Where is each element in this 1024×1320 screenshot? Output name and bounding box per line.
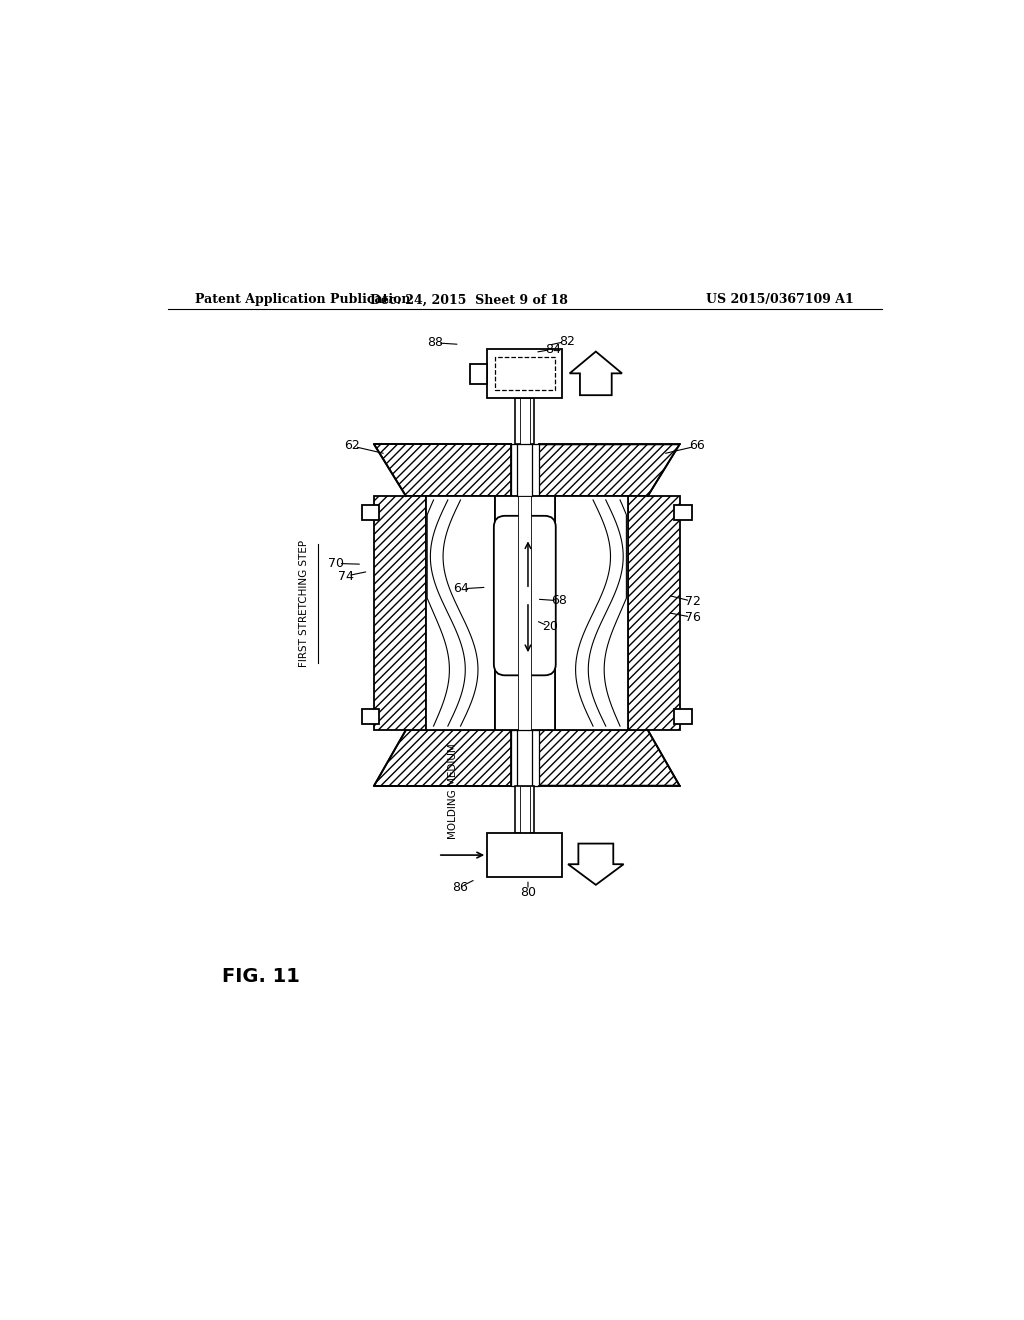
Bar bbox=[361, 709, 379, 723]
Text: MOLDING MEDIUM: MOLDING MEDIUM bbox=[447, 743, 458, 840]
Polygon shape bbox=[539, 445, 680, 496]
Polygon shape bbox=[374, 445, 511, 496]
Text: 62: 62 bbox=[344, 440, 359, 453]
Text: 84: 84 bbox=[546, 343, 561, 355]
Bar bbox=[495, 496, 555, 730]
Bar bbox=[675, 506, 692, 520]
Bar bbox=[487, 350, 562, 399]
Bar bbox=[628, 496, 680, 730]
Text: 72: 72 bbox=[685, 595, 701, 609]
Bar bbox=[517, 445, 532, 496]
Bar bbox=[675, 709, 692, 723]
Bar bbox=[495, 358, 555, 391]
Bar bbox=[520, 785, 529, 833]
Text: 80: 80 bbox=[520, 886, 536, 899]
Bar bbox=[555, 496, 628, 730]
Text: 66: 66 bbox=[689, 440, 705, 453]
Text: 64: 64 bbox=[454, 582, 469, 595]
Bar bbox=[517, 730, 532, 785]
Text: Dec. 24, 2015  Sheet 9 of 18: Dec. 24, 2015 Sheet 9 of 18 bbox=[371, 293, 568, 306]
Bar bbox=[515, 399, 535, 445]
Bar bbox=[470, 364, 487, 384]
Text: 86: 86 bbox=[452, 880, 468, 894]
Text: 76: 76 bbox=[685, 611, 701, 624]
Polygon shape bbox=[374, 730, 511, 785]
Text: 88: 88 bbox=[427, 337, 443, 350]
Text: 20: 20 bbox=[543, 620, 558, 634]
Bar bbox=[361, 506, 379, 520]
Text: 74: 74 bbox=[338, 570, 353, 582]
Bar bbox=[374, 496, 426, 730]
Polygon shape bbox=[569, 351, 622, 395]
Bar bbox=[511, 730, 539, 785]
FancyBboxPatch shape bbox=[494, 516, 556, 676]
Bar bbox=[518, 496, 531, 730]
Text: FIG. 11: FIG. 11 bbox=[222, 966, 300, 986]
Polygon shape bbox=[539, 730, 680, 785]
Text: Patent Application Publication: Patent Application Publication bbox=[196, 293, 411, 306]
Text: 68: 68 bbox=[551, 594, 567, 607]
Bar bbox=[426, 496, 495, 730]
Text: 70: 70 bbox=[328, 557, 344, 570]
Bar bbox=[511, 445, 539, 496]
Bar bbox=[487, 833, 562, 876]
Text: FIRST STRETCHING STEP: FIRST STRETCHING STEP bbox=[299, 540, 309, 667]
Polygon shape bbox=[568, 843, 624, 884]
Bar bbox=[515, 785, 535, 833]
Text: US 2015/0367109 A1: US 2015/0367109 A1 bbox=[707, 293, 854, 306]
Text: 82: 82 bbox=[559, 335, 574, 347]
Bar bbox=[520, 399, 529, 445]
